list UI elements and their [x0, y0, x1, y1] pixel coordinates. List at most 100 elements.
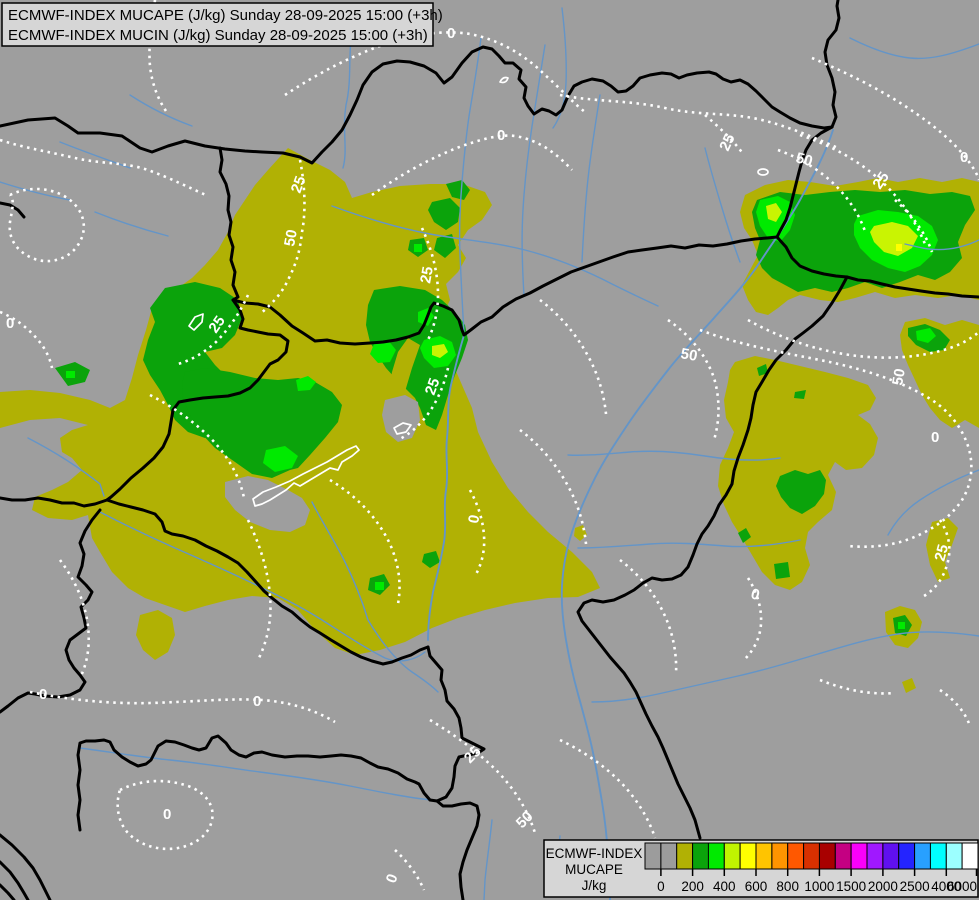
cape-olive-small-s3 — [136, 610, 175, 660]
river-bodrog — [704, 147, 741, 263]
legend-ticks — [660, 869, 978, 876]
contour-label: 50 — [281, 228, 301, 247]
svg-text:600: 600 — [745, 879, 768, 894]
border-sk-ua — [775, 125, 834, 239]
lakes — [188, 76, 769, 507]
border-left-stub — [0, 201, 26, 219]
border-west-stub — [0, 496, 109, 508]
svg-text:1500: 1500 — [836, 879, 866, 894]
legend-colorbar — [644, 842, 979, 870]
coastline3 — [0, 883, 16, 900]
lake-velence — [393, 422, 412, 435]
coastline2 — [0, 860, 30, 900]
river-drava — [99, 511, 426, 662]
river-topc — [552, 7, 567, 129]
svg-text:200: 200 — [681, 879, 704, 894]
river-morava — [342, 29, 353, 169]
svg-text:2000: 2000 — [868, 879, 898, 894]
cape-fill-level5 — [896, 244, 902, 251]
svg-text:400: 400 — [713, 879, 736, 894]
legend-title-line2: MUCAPE — [565, 862, 623, 877]
river-maros — [591, 631, 979, 703]
river-bos1 — [483, 819, 493, 900]
cape-green-east-diamond — [738, 528, 751, 543]
contour-label: 0 — [163, 806, 171, 823]
river-nw4 — [129, 94, 193, 127]
border-hook-south — [435, 799, 481, 900]
contour-label: 25 — [205, 313, 228, 336]
map-title-line1: ECMWF-INDEX MUCAPE (J/kg) Sunday 28-09-2… — [8, 7, 443, 24]
svg-text:800: 800 — [776, 879, 799, 894]
river-hron — [521, 44, 546, 297]
cape-fill-level2 — [55, 180, 975, 636]
river-ua-top — [849, 37, 979, 60]
contour-label: 25 — [417, 265, 437, 284]
contour-label: 0 — [6, 315, 14, 332]
legend-title-line3: J/kg — [582, 878, 607, 893]
border-hu-hr — [105, 498, 430, 666]
border-si-hr — [0, 508, 102, 714]
svg-text:1000: 1000 — [804, 879, 834, 894]
legend-title-line1: ECMWF-INDEX — [546, 846, 643, 861]
border-ua-north — [823, 0, 841, 129]
svg-text:4000: 4000 — [931, 879, 961, 894]
river-vah — [458, 37, 482, 334]
gray-patches — [225, 395, 420, 532]
svg-text:2500: 2500 — [900, 879, 930, 894]
contour-label: 0 — [447, 25, 455, 42]
river-ua-right — [904, 239, 979, 251]
contour-label: 25 — [869, 169, 892, 192]
contour-label: 25 — [716, 131, 738, 153]
border-north — [0, 45, 834, 165]
contour-labels: 0 0 25 50 25 0 50 0 25 50 0 25 25 50 25 … — [6, 25, 968, 885]
border-hu-sk — [231, 235, 779, 346]
cape-green-east-tri1 — [757, 364, 768, 376]
contour-label: 0 — [931, 429, 939, 446]
cape-green-danube-bend — [366, 286, 468, 430]
contour-label: 25 — [931, 543, 952, 564]
lake-ferto — [188, 313, 204, 331]
contour-label: 0 — [497, 127, 505, 144]
title-box: ECMWF-INDEX MUCAPE (J/kg) Sunday 28-09-2… — [1, 2, 443, 47]
contour-label: 25 — [422, 376, 444, 397]
cape-green-g3a — [446, 180, 470, 200]
river-koros1 — [567, 450, 781, 461]
contour-label: 50 — [794, 149, 815, 170]
border-rs-danube — [76, 645, 486, 832]
lake-small-e — [757, 168, 769, 176]
map-title-line2: ECMWF-INDEX MUCIN (J/kg) Sunday 28-09-20… — [8, 27, 428, 44]
cape-olive-dot1 — [902, 678, 916, 693]
cape-green-g3c — [434, 234, 456, 258]
cape-green-east-tri2 — [794, 390, 806, 399]
cape-fill-level4 — [432, 203, 918, 358]
river-sava — [79, 747, 433, 801]
river-sio — [311, 501, 439, 693]
river-koros2 — [577, 539, 801, 549]
svg-text:0: 0 — [657, 879, 665, 894]
cape-green-east-heart — [776, 470, 826, 514]
cape-green-g3b — [428, 198, 460, 230]
contour-label: 0 — [253, 693, 261, 710]
contour-label: 25 — [288, 174, 310, 195]
river-tisza — [560, 129, 834, 900]
river-mura — [27, 437, 105, 497]
lake-small-ne — [499, 76, 509, 84]
river-e-edge1 — [887, 469, 979, 536]
river-nw2 — [0, 181, 71, 201]
svg-text:6000: 6000 — [947, 879, 977, 894]
legend-tick-labels: 0 200 400 600 800 1000 1500 2000 2500 40… — [657, 879, 977, 894]
contour-label: 50 — [889, 367, 909, 386]
contour-label: 0 — [39, 686, 47, 703]
river-nw3 — [94, 211, 169, 237]
contour-label: 0 — [960, 149, 968, 166]
rivers — [0, 7, 979, 900]
cape-green-east-square — [774, 562, 790, 579]
border-hu-ro — [576, 275, 849, 840]
contour-label: 0 — [465, 514, 483, 525]
lake-balaton — [252, 445, 360, 507]
river-sk-long — [331, 205, 659, 307]
border-ua-east — [775, 235, 979, 299]
